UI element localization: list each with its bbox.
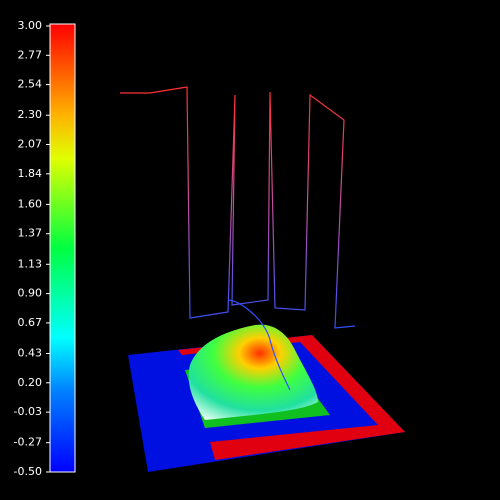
- tick-label: 1.37: [18, 227, 43, 240]
- tick-label: 0.67: [18, 316, 43, 329]
- tick-label: 2.77: [18, 48, 43, 61]
- tick-label: -0.27: [14, 436, 42, 449]
- trajectory: [120, 86, 356, 329]
- frame: [178, 335, 405, 460]
- tick-label: -0.03: [14, 405, 42, 418]
- tick-label: 3.00: [18, 19, 43, 32]
- tick-label: 1.60: [18, 197, 43, 210]
- colorbar-ticks: 3.00 2.77 2.54 2.30 2.07 1.84 1.60 1.37 1.13 0.90…: [14, 19, 50, 478]
- tick-label: 2.07: [18, 138, 43, 151]
- tick-label: 1.84: [18, 167, 43, 180]
- trajectory-tail: [227, 299, 291, 391]
- tick-label: 0.43: [18, 346, 43, 359]
- scene-3d: [120, 86, 405, 472]
- tick-label: 2.30: [18, 108, 43, 121]
- tick-label: 0.20: [18, 376, 43, 389]
- surface: [188, 324, 318, 420]
- colorbar-gradient: [49, 23, 76, 473]
- colorbar: 3.00 2.77 2.54 2.30 2.07 1.84 1.60 1.37 1.13 0.90…: [14, 19, 76, 478]
- tick-label: -0.50: [14, 465, 42, 478]
- tick-label: 1.13: [18, 257, 43, 270]
- tick-label: 2.54: [18, 78, 43, 91]
- tick-label: 0.90: [18, 287, 43, 300]
